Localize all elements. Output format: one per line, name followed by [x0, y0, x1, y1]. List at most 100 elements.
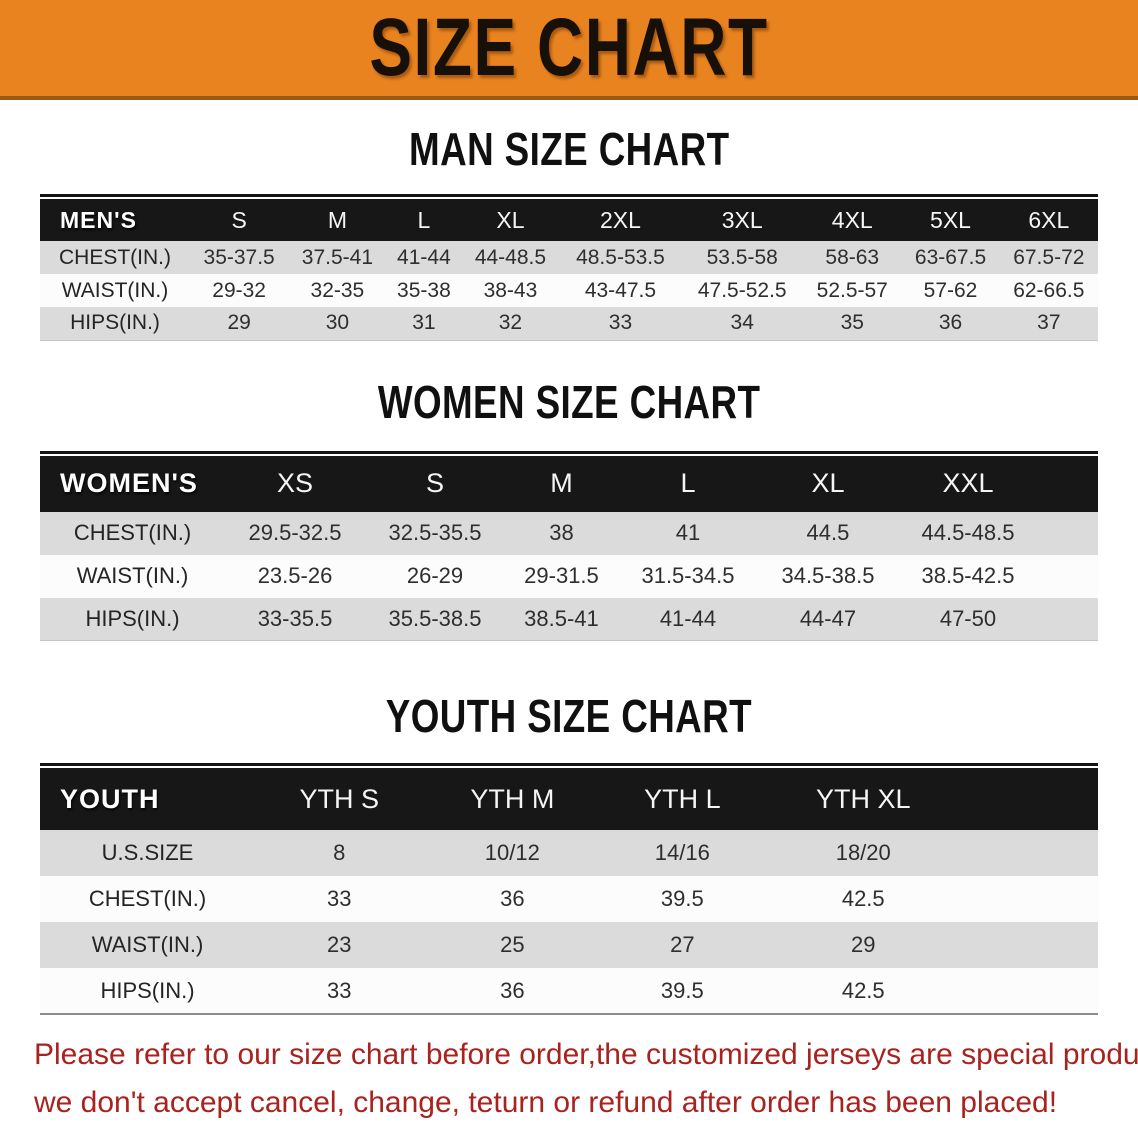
row-label: CHEST(IN.)	[59, 245, 171, 269]
filler-cell	[963, 968, 1098, 1014]
value-cell: 47.5-52.5	[697, 278, 787, 302]
measurement-row: WAIST(IN.) 23 25 27 29	[40, 922, 1098, 968]
value-cell: 29-31.5	[524, 563, 599, 588]
size-column-header: 6XL	[999, 199, 1098, 241]
filler-cell	[963, 768, 1098, 830]
size-column-header: 3XL	[681, 199, 804, 241]
measurement-row: HIPS(IN.) 33-35.5 35.5-38.5 38.5-41 41-44 44-…	[40, 597, 1098, 641]
men-size-table: MEN'S S M L XL 2XL 3XL 4XL 5XL 6XL CHEST(IN.) 35-3…	[40, 199, 1098, 341]
men-section-heading: MAN SIZE CHART	[0, 122, 1138, 176]
value-cell: 44-48.5	[474, 245, 547, 269]
value-cell: 8	[333, 840, 346, 865]
table-corner-label: MEN'S	[40, 199, 190, 241]
row-label: WAIST(IN.)	[76, 563, 189, 588]
value-cell: 29.5-32.5	[248, 520, 342, 545]
value-cell: 53.5-58	[706, 245, 778, 269]
measurement-row: CHEST(IN.) 35-37.5 37.5-41 41-44 44-48.5 48.5…	[40, 241, 1098, 274]
youth-section-heading: YOUTH SIZE CHART	[0, 689, 1138, 743]
value-cell: 31	[412, 311, 436, 335]
value-cell: 44.5	[806, 520, 850, 545]
value-cell: 34	[730, 311, 754, 335]
value-cell: 23	[326, 932, 352, 957]
value-cell: 29	[227, 311, 251, 335]
size-column-header: YTH L	[601, 768, 764, 830]
value-cell: 57-62	[923, 278, 978, 302]
disclaimer-line-1: Please refer to our size chart before or…	[34, 1038, 1138, 1071]
row-label: HIPS(IN.)	[70, 311, 160, 335]
value-cell: 35-38	[397, 278, 451, 302]
youth-size-table-wrap: YOUTH YTH S YTH M YTH L YTH XL U.S.SIZE 8 10/1…	[40, 763, 1098, 1015]
value-cell: 47-50	[939, 605, 997, 631]
value-cell: 25	[500, 932, 525, 957]
value-cell: 38.5-42.5	[921, 563, 1015, 588]
size-column-header: 2XL	[559, 199, 682, 241]
value-cell: 44.5-48.5	[921, 520, 1015, 545]
women-size-table: WOMEN'S XS S M L XL XXL CHEST(IN.) 29.5-32.5 32.…	[40, 455, 1098, 641]
banner-title: SIZE CHART	[369, 2, 769, 93]
men-size-table-wrap: MEN'S S M L XL 2XL 3XL 4XL 5XL 6XL CHEST(IN.) 35-3…	[40, 194, 1098, 341]
filler-cell	[963, 876, 1098, 922]
value-cell: 34.5-38.5	[781, 563, 875, 588]
value-cell: 42.5	[841, 886, 885, 911]
row-label: CHEST(IN.)	[73, 520, 192, 545]
filler-cell	[963, 830, 1098, 876]
size-column-header: L	[617, 455, 758, 512]
women-header-row: WOMEN'S XS S M L XL XXL	[40, 455, 1098, 512]
youth-header-row: YOUTH YTH S YTH M YTH L YTH XL	[40, 768, 1098, 830]
measurement-row: HIPS(IN.) 33 36 39.5 42.5	[40, 968, 1098, 1014]
measurement-row: CHEST(IN.) 29.5-32.5 32.5-35.5 38 41 44.5 44.5…	[40, 511, 1098, 555]
value-cell: 43-47.5	[584, 278, 657, 302]
women-section-heading-text: WOMEN SIZE CHART	[377, 375, 761, 428]
value-cell: 10/12	[484, 840, 540, 865]
size-column-header: L	[386, 199, 462, 241]
value-cell: 33	[608, 311, 633, 335]
value-cell: 42.5	[841, 977, 885, 1003]
size-column-header: YTH XL	[763, 768, 963, 830]
row-label: CHEST(IN.)	[88, 886, 207, 911]
size-column-header: S	[190, 199, 289, 241]
value-cell: 39.5	[660, 886, 704, 911]
value-cell: 44-47	[799, 605, 857, 631]
value-cell: 32-35	[310, 278, 365, 302]
value-cell: 38.5-41	[524, 605, 599, 631]
youth-section-heading-text: YOUTH SIZE CHART	[385, 690, 753, 742]
filler-cell	[1038, 598, 1098, 641]
value-cell: 36	[938, 311, 963, 335]
men-section-heading-text: MAN SIZE CHART	[408, 123, 730, 175]
value-cell: 36	[500, 886, 525, 911]
value-cell: 29	[851, 932, 876, 957]
value-cell: 38	[549, 520, 574, 545]
filler-cell	[1038, 455, 1098, 512]
youth-size-table: YOUTH YTH S YTH M YTH L YTH XL U.S.SIZE 8 10/1…	[40, 768, 1098, 1015]
banner: SIZE CHART	[0, 0, 1138, 100]
value-cell: 29-32	[212, 278, 266, 302]
value-cell: 41-44	[659, 605, 717, 631]
filler-cell	[1038, 512, 1098, 555]
measurement-row: WAIST(IN.) 29-32 32-35 35-38 38-43 43-47.5 47.…	[40, 274, 1098, 307]
measurement-row: U.S.SIZE 8 10/12 14/16 18/20	[40, 830, 1098, 876]
value-cell: 26-29	[406, 563, 464, 588]
value-cell: 67.5-72	[1013, 245, 1085, 269]
value-cell: 31.5-34.5	[641, 563, 735, 588]
disclaimer: Please refer to our size chart before or…	[34, 1031, 1138, 1127]
row-label: HIPS(IN.)	[100, 977, 195, 1003]
value-cell: 35	[840, 311, 864, 335]
size-column-header: 5XL	[901, 199, 1000, 241]
disclaimer-line-2: we don't accept cancel, change, teturn o…	[34, 1086, 1058, 1119]
value-cell: 63-67.5	[914, 245, 987, 269]
value-cell: 37.5-41	[301, 245, 374, 269]
table-corner-label: WOMEN'S	[40, 455, 225, 512]
value-cell: 58-63	[825, 245, 880, 269]
value-cell: 33-35.5	[257, 605, 333, 631]
value-cell: 33	[326, 886, 352, 911]
size-column-header: YTH M	[423, 768, 602, 830]
value-cell: 33	[326, 977, 352, 1003]
row-label: U.S.SIZE	[101, 840, 194, 865]
men-header-row: MEN'S S M L XL 2XL 3XL 4XL 5XL 6XL	[40, 199, 1098, 241]
filler-cell	[1038, 555, 1098, 598]
value-cell: 35-37.5	[203, 245, 275, 269]
women-size-table-wrap: WOMEN'S XS S M L XL XXL CHEST(IN.) 29.5-32.5 32.…	[40, 450, 1098, 641]
value-cell: 41	[675, 520, 701, 545]
value-cell: 39.5	[660, 977, 704, 1003]
size-column-header: YTH S	[255, 768, 424, 830]
